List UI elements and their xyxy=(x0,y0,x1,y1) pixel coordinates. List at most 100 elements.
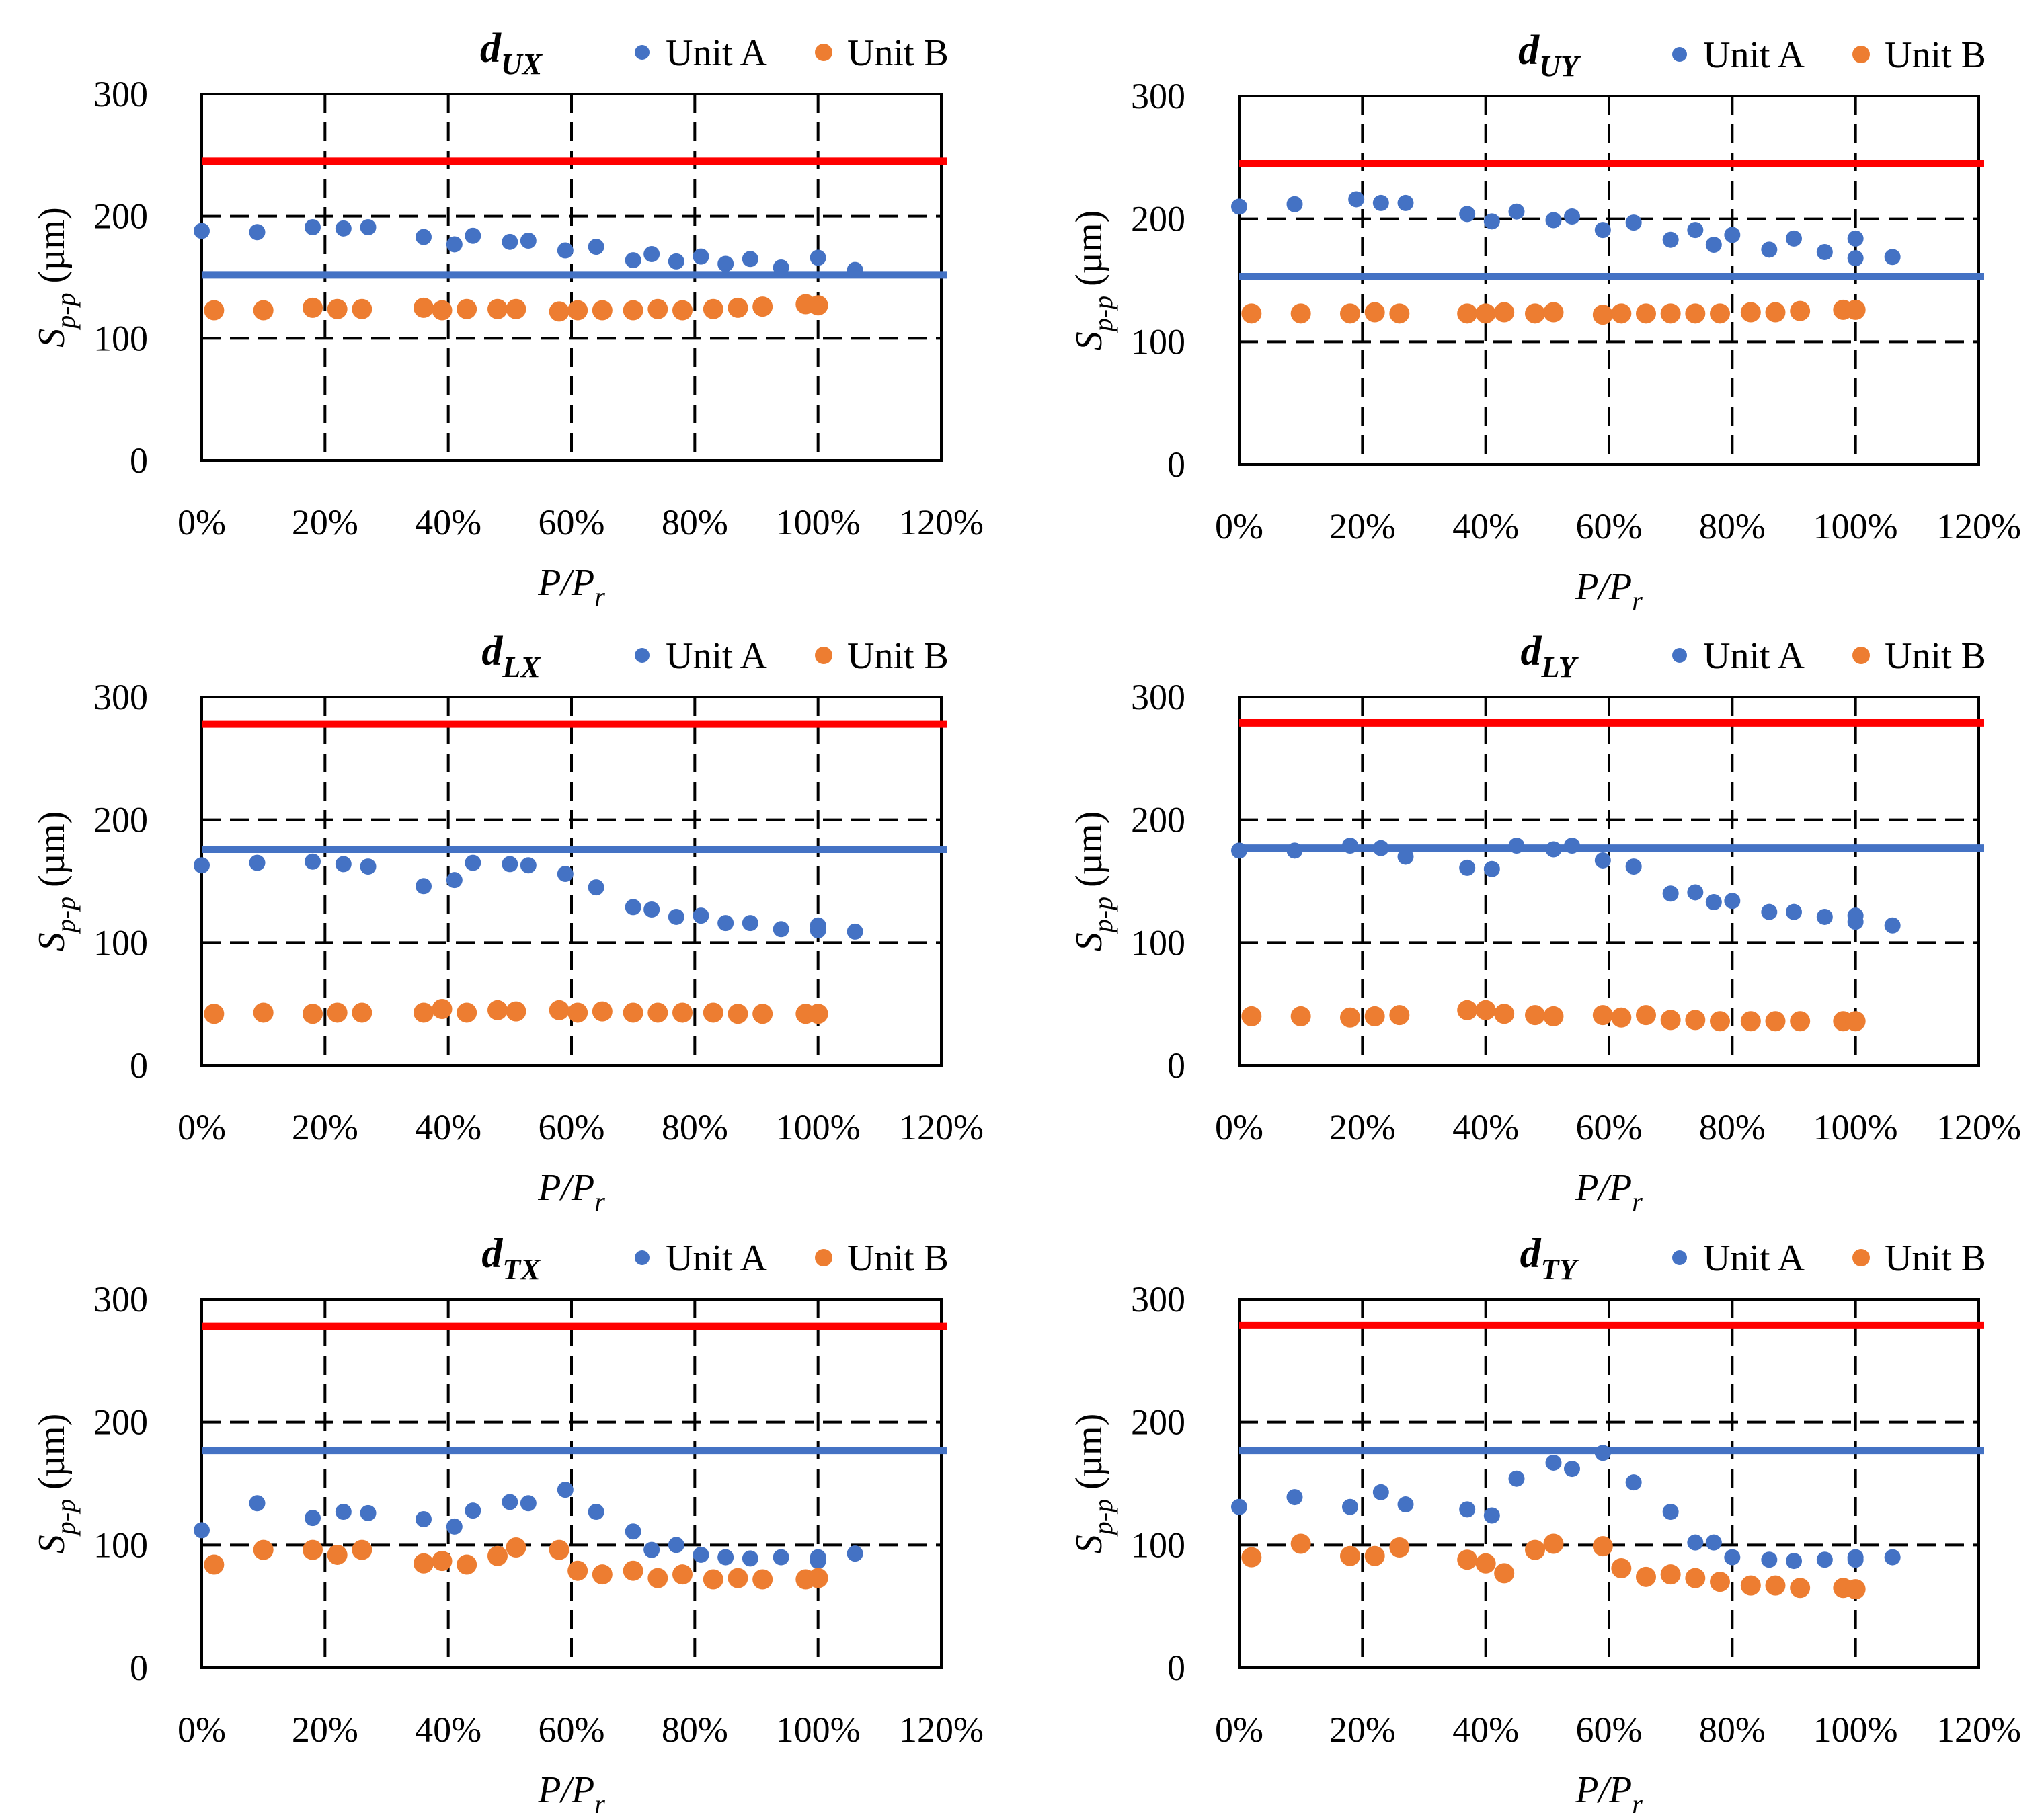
y-tick-label: 0 xyxy=(1167,1045,1185,1086)
x-tick-label: 40% xyxy=(415,1107,481,1147)
x-axis-label: P/Pr xyxy=(1575,566,1643,616)
unit-b-point xyxy=(1592,1536,1613,1557)
unit-b-point xyxy=(204,1004,225,1024)
unit-b-point xyxy=(1636,1566,1656,1587)
unit-a-point xyxy=(1847,230,1864,247)
unit-a-point xyxy=(249,854,266,871)
chart-panel-ty: 0 100 200 300 0% 20% 40% 60% 80% 100% 120% P/Pr Sp-p… xyxy=(1068,1231,2021,1817)
x-tick-label: 40% xyxy=(415,1709,481,1750)
y-tick-label: 0 xyxy=(1167,444,1185,485)
unit-b-point xyxy=(1710,1011,1730,1032)
unit-b-point xyxy=(592,1001,613,1022)
unit-a-point xyxy=(1545,212,1562,229)
unit-b-point xyxy=(487,1545,508,1566)
legend-unit-b-label: Unit B xyxy=(1885,635,1986,677)
x-tick-label: 120% xyxy=(1936,1107,2021,1147)
unit-a-point xyxy=(1662,885,1679,902)
unit-b-point xyxy=(728,1568,748,1588)
chart-title-subscript: TY xyxy=(1541,1253,1580,1286)
unit-a-point xyxy=(1459,206,1476,223)
y-tick-label: 200 xyxy=(1131,800,1185,840)
unit-b-point xyxy=(728,297,748,318)
unit-a-point xyxy=(742,915,758,932)
unit-a-point xyxy=(668,908,684,925)
unit-a-point xyxy=(1372,840,1389,856)
unit-a-point xyxy=(1816,908,1833,925)
x-axis-label-subscript: r xyxy=(594,581,605,612)
unit-a-point xyxy=(1705,1534,1722,1551)
unit-b-point xyxy=(1765,302,1786,323)
x-tick-label: 100% xyxy=(776,1709,861,1750)
chart-title: dUX xyxy=(480,26,543,81)
y-tick-label: 300 xyxy=(93,677,148,717)
unit-b-point xyxy=(672,1002,693,1023)
unit-a-point xyxy=(693,248,709,265)
unit-b-point xyxy=(1740,1575,1761,1596)
unit-a-point xyxy=(668,253,684,270)
unit-b-point xyxy=(1340,303,1360,324)
unit-b-point xyxy=(1543,1006,1564,1026)
unit-b-point xyxy=(672,1564,693,1585)
unit-b-point xyxy=(592,300,613,321)
x-tick-label: 0% xyxy=(178,1709,226,1750)
unit-a-point xyxy=(717,255,734,272)
unit-a-point xyxy=(520,857,537,874)
unit-a-point xyxy=(1847,1549,1864,1566)
unit-a-point xyxy=(1761,1551,1778,1568)
unit-a-point xyxy=(1564,838,1580,854)
x-axis-label: P/Pr xyxy=(1575,1167,1643,1217)
unit-b-point xyxy=(1340,1545,1360,1566)
unit-a-point xyxy=(847,1545,863,1562)
y-tick-label: 100 xyxy=(93,922,148,963)
legend-unit-b-marker xyxy=(815,1249,832,1266)
unit-b-point xyxy=(1389,303,1410,324)
y-axis-label: Sp-p (µm) xyxy=(1068,210,1118,350)
unit-b-point xyxy=(457,1554,477,1575)
unit-a-point xyxy=(742,1550,758,1567)
unit-b-point xyxy=(1710,303,1730,324)
unit-b-point xyxy=(549,1539,569,1560)
unit-b-point xyxy=(327,1002,348,1023)
x-tick-label: 60% xyxy=(1576,1107,1643,1147)
unit-b-point xyxy=(1636,1005,1656,1026)
unit-a-point xyxy=(1397,194,1414,211)
chart-title: dTX xyxy=(481,1231,541,1286)
unit-a-point xyxy=(502,233,518,250)
unit-a-point xyxy=(465,1502,481,1519)
x-axis-label-base: P/P xyxy=(1575,1769,1632,1811)
unit-b-point xyxy=(253,1002,274,1023)
y-tick-label: 300 xyxy=(1131,76,1185,116)
unit-b-point xyxy=(567,1560,588,1581)
legend-unit-b-label: Unit B xyxy=(1885,34,1986,76)
unit-a-point xyxy=(335,856,352,873)
unit-b-point xyxy=(1611,1007,1632,1028)
unit-a-point xyxy=(360,219,377,236)
legend-unit-a-marker xyxy=(1672,1250,1687,1265)
legend-unit-a-label: Unit A xyxy=(666,32,767,74)
unit-b-point xyxy=(432,1551,453,1572)
legend-unit-b-label: Unit B xyxy=(847,635,949,677)
x-tick-label: 0% xyxy=(178,1107,226,1147)
unit-a-point xyxy=(643,1541,660,1558)
legend-unit-a-label: Unit A xyxy=(666,635,767,677)
chart-title-base: d xyxy=(1520,1231,1542,1277)
unit-a-point xyxy=(625,252,641,269)
unit-a-point xyxy=(305,219,321,236)
unit-b-point xyxy=(1457,303,1478,324)
unit-a-point xyxy=(1483,1507,1500,1524)
unit-a-point xyxy=(1459,1501,1476,1518)
unit-b-point xyxy=(303,297,323,318)
y-tick-label: 100 xyxy=(1131,1525,1185,1565)
unit-b-point xyxy=(647,298,668,319)
chart-title-subscript: TX xyxy=(502,1253,541,1286)
chart-title-base: d xyxy=(481,1231,503,1277)
unit-b-point xyxy=(1685,1010,1706,1031)
unit-a-point xyxy=(1348,191,1365,208)
unit-b-point xyxy=(414,1002,434,1023)
y-tick-label: 300 xyxy=(93,74,148,114)
unit-a-point xyxy=(1508,203,1525,220)
y-axis-label-unit: (µm) xyxy=(1068,210,1110,296)
x-tick-label: 100% xyxy=(1813,506,1898,547)
unit-a-point xyxy=(1884,1549,1901,1566)
chart-panel-ux: 0 100 200 300 0% 20% 40% 60% 80% 100% 120% P/Pr Sp-p… xyxy=(31,26,984,612)
